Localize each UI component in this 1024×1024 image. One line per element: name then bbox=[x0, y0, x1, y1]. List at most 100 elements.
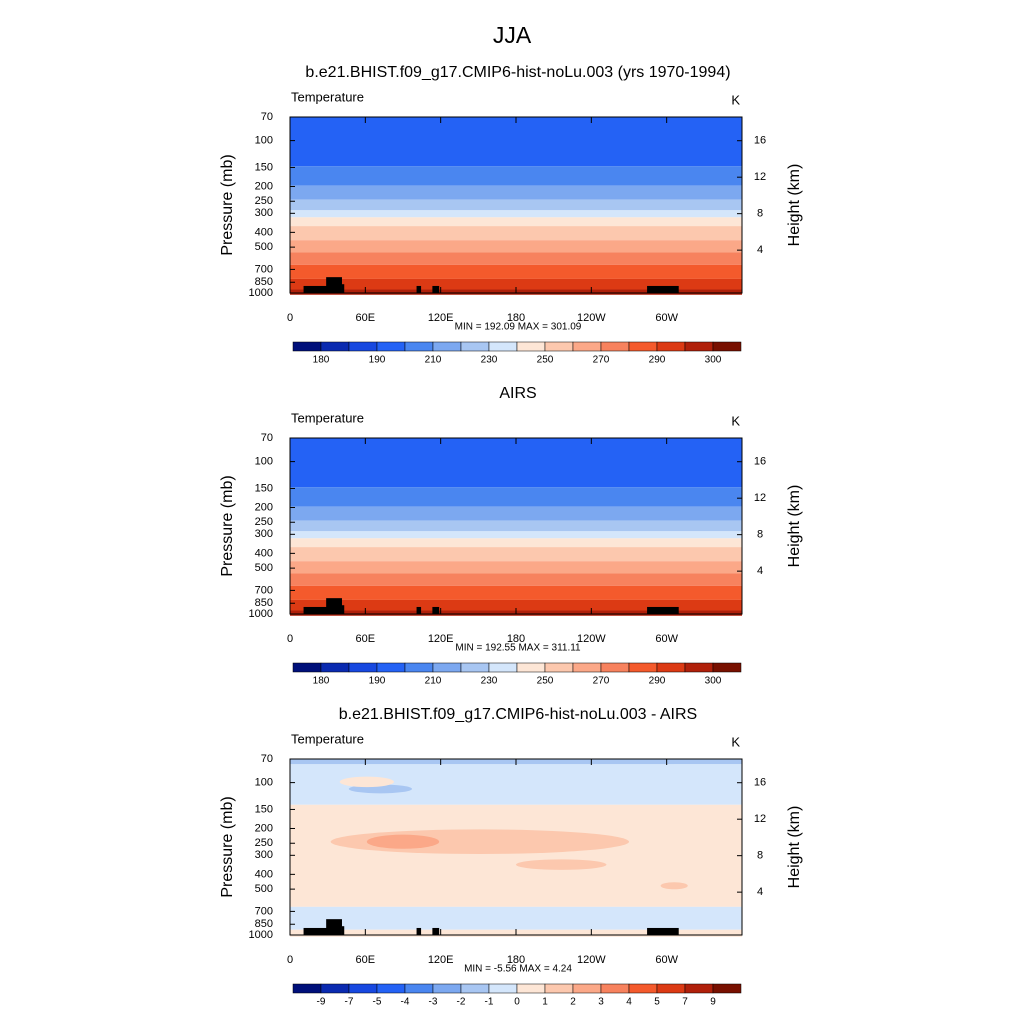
colorbar-box bbox=[516, 341, 546, 352]
colorbar-label: 270 bbox=[593, 676, 610, 687]
colorbar-label: 210 bbox=[425, 355, 442, 366]
colorbar-box bbox=[600, 341, 630, 352]
x-tick-label: 120W bbox=[577, 312, 606, 324]
x-tick-label: 180 bbox=[507, 312, 525, 324]
y-tick-label: 400 bbox=[255, 226, 273, 238]
contour-band bbox=[290, 210, 742, 218]
topography bbox=[303, 927, 333, 935]
contour-band bbox=[290, 438, 742, 488]
y-tick-label: 150 bbox=[255, 803, 273, 815]
topography bbox=[647, 606, 679, 614]
colorbar-label: -1 bbox=[485, 997, 494, 1008]
units: K bbox=[731, 92, 740, 107]
colorbar-label: 230 bbox=[481, 676, 498, 687]
y-tick-label: 1000 bbox=[249, 608, 273, 620]
y2-tick-label: 16 bbox=[754, 456, 766, 468]
contour-band bbox=[290, 185, 742, 200]
y-tick-label: 200 bbox=[255, 822, 273, 834]
contour-band bbox=[290, 561, 742, 574]
topography bbox=[326, 598, 342, 614]
y-tick-label: 200 bbox=[255, 501, 273, 513]
y-tick-label: 300 bbox=[255, 849, 273, 861]
colorbar-box bbox=[404, 983, 434, 994]
y-tick-label: 850 bbox=[255, 276, 273, 288]
x-tick-label: 180 bbox=[507, 954, 525, 966]
topography bbox=[326, 919, 342, 935]
colorbar-box bbox=[572, 662, 602, 673]
y-axis-label: Pressure (mb) bbox=[219, 475, 236, 576]
topography bbox=[303, 606, 333, 614]
x-tick-label: 120E bbox=[428, 312, 454, 324]
contour-blob bbox=[516, 859, 607, 870]
y-tick-label: 400 bbox=[255, 868, 273, 880]
y2-tick-label: 4 bbox=[757, 565, 763, 577]
y-tick-label: 500 bbox=[255, 562, 273, 574]
colorbar-box bbox=[320, 341, 350, 352]
contour-band bbox=[290, 906, 742, 930]
colorbar-box bbox=[656, 341, 686, 352]
colorbar-box bbox=[628, 983, 658, 994]
figure-title: JJA bbox=[493, 22, 532, 48]
left-title: Temperature bbox=[291, 89, 364, 104]
y-axis-label: Pressure (mb) bbox=[219, 796, 236, 897]
x-tick-label: 60E bbox=[356, 312, 376, 324]
colorbar-label: -2 bbox=[457, 997, 466, 1008]
colorbar-label: -3 bbox=[429, 997, 438, 1008]
topography bbox=[647, 285, 679, 293]
colorbar-box bbox=[544, 662, 574, 673]
x-tick-label: 60E bbox=[356, 633, 376, 645]
colorbar-box bbox=[376, 662, 406, 673]
units: K bbox=[731, 734, 740, 749]
topography bbox=[432, 606, 440, 614]
colorbar-box bbox=[432, 983, 462, 994]
topography bbox=[416, 285, 422, 293]
contour-band bbox=[290, 487, 742, 507]
colorbar-box bbox=[544, 341, 574, 352]
colorbar-box bbox=[292, 983, 322, 994]
colorbar-box bbox=[292, 662, 322, 673]
colorbar-box bbox=[320, 662, 350, 673]
colorbar-label: 180 bbox=[313, 355, 330, 366]
y-tick-label: 300 bbox=[255, 207, 273, 219]
units: K bbox=[731, 413, 740, 428]
topography bbox=[416, 927, 422, 935]
colorbar-label: 2 bbox=[570, 997, 576, 1008]
x-tick-label: 120W bbox=[577, 633, 606, 645]
contour-band bbox=[290, 547, 742, 562]
colorbar-box bbox=[432, 341, 462, 352]
y-tick-label: 250 bbox=[255, 837, 273, 849]
colorbar-box bbox=[488, 662, 518, 673]
contour-band bbox=[290, 585, 742, 600]
y-tick-label: 70 bbox=[261, 432, 273, 444]
colorbar-label: 4 bbox=[626, 997, 632, 1008]
y2-axis-label: Height (km) bbox=[786, 806, 803, 889]
y-tick-label: 1000 bbox=[249, 929, 273, 941]
contour-field bbox=[290, 759, 742, 937]
contour-band bbox=[290, 599, 742, 611]
colorbar-label: 210 bbox=[425, 676, 442, 687]
topography bbox=[303, 285, 333, 293]
colorbar-label: 7 bbox=[682, 997, 688, 1008]
y-tick-label: 700 bbox=[255, 263, 273, 275]
colorbar-box bbox=[460, 341, 490, 352]
panel-title: b.e21.BHIST.f09_g17.CMIP6-hist-noLu.003 … bbox=[339, 706, 697, 723]
colorbar-label: 300 bbox=[705, 676, 722, 687]
colorbar-label: 1 bbox=[542, 997, 548, 1008]
y-tick-label: 850 bbox=[255, 918, 273, 930]
y-tick-label: 100 bbox=[255, 456, 273, 468]
y2-axis-label: Height (km) bbox=[786, 164, 803, 247]
left-title: Temperature bbox=[291, 410, 364, 425]
contour-band bbox=[290, 506, 742, 521]
colorbar-label: 9 bbox=[710, 997, 716, 1008]
y2-tick-label: 12 bbox=[754, 492, 766, 504]
contour-band bbox=[290, 217, 742, 227]
x-tick-label: 0 bbox=[287, 633, 293, 645]
x-tick-label: 0 bbox=[287, 954, 293, 966]
colorbar-label: 230 bbox=[481, 355, 498, 366]
y-tick-label: 250 bbox=[255, 195, 273, 207]
stats: MIN = 192.55 MAX = 311.11 bbox=[455, 643, 581, 654]
y2-axis-label: Height (km) bbox=[786, 485, 803, 568]
colorbar-box bbox=[404, 341, 434, 352]
colorbar-label: 250 bbox=[537, 355, 554, 366]
